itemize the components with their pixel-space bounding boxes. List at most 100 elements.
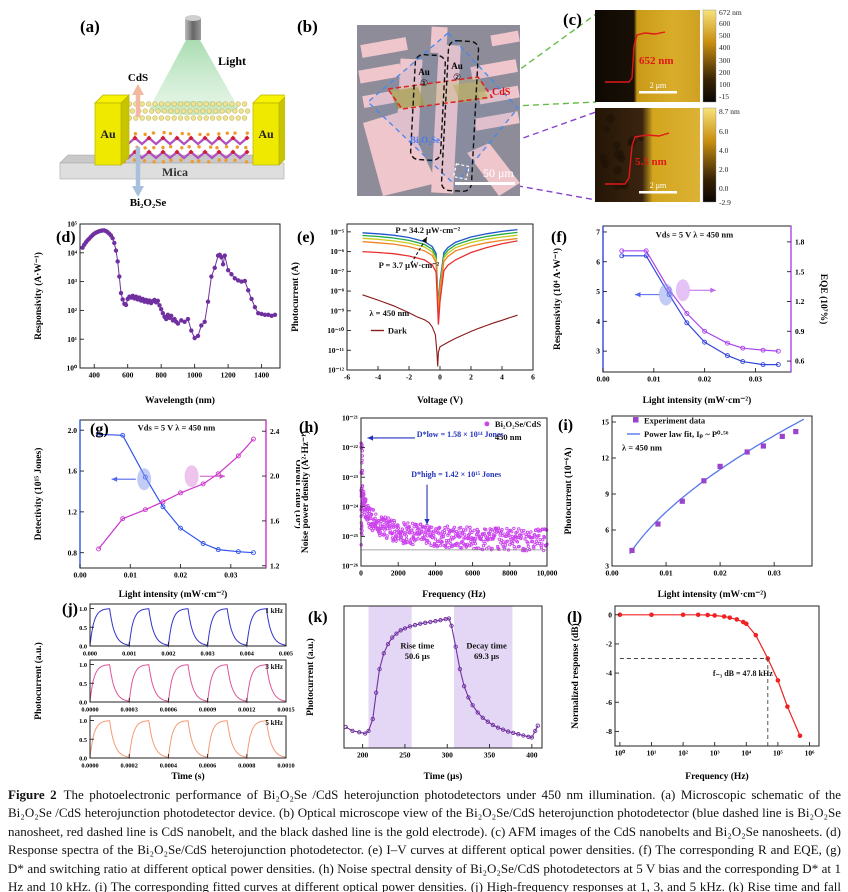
annotation-text: λ = 450 nm (369, 308, 409, 318)
y-tick-label: -6 (606, 698, 612, 707)
data-point (438, 526, 442, 530)
y2-tick-label: 2.4 (270, 427, 280, 436)
chart-k-svg: 200 250 300 350 400 Rise time 50.6 μs Decay tim… (305, 605, 543, 782)
data-point (360, 484, 365, 488)
data-point (383, 515, 387, 519)
data-point (472, 528, 476, 532)
data-point (377, 666, 382, 672)
cds-label: CdS (128, 72, 148, 84)
x-tick-label: 0.0003 (121, 707, 138, 714)
au-left-label: Au (100, 127, 116, 141)
au2-number: ② (453, 72, 461, 82)
series-rise-decay-trace (345, 617, 539, 739)
x-tick-label: 10³ (710, 749, 721, 758)
data-point (410, 521, 415, 526)
data-point (649, 612, 654, 618)
y-tick-label: 1.0 (79, 606, 87, 613)
data-point (239, 279, 244, 284)
data-point (391, 539, 395, 543)
height-profile-bottom (605, 132, 670, 185)
data-point (399, 535, 404, 540)
y-tick-label: 15 (602, 418, 610, 427)
bi2o2se-layers (118, 130, 250, 164)
data-point (447, 545, 451, 550)
data-point (643, 248, 649, 254)
mica-label: Mica (162, 165, 188, 179)
colorbar-top-ticks: 672 nm 600 500 400 300 200 100 -15 (719, 8, 742, 101)
y-tick-label: 3 (605, 562, 609, 571)
data-point (424, 541, 428, 545)
data-point (475, 710, 480, 715)
data-point (705, 612, 710, 618)
x-tick-label: 10⁰ (615, 749, 627, 758)
data-point (619, 248, 625, 254)
panel-c: (c) 652 nm 2 μm 672 nm 600 500 400 300 200 … (555, 2, 848, 215)
y-tick-label: 10⁻⁵ (330, 227, 344, 236)
y-axis-label: Responsivity (A·W⁻¹) (33, 252, 44, 340)
bi2o2se-label-b: Bi₂O₂Se (410, 135, 440, 145)
data-point (532, 546, 536, 550)
y-axis-label: Photocurrent (a.u.) (305, 638, 316, 716)
data-point (394, 539, 398, 543)
data-point (499, 541, 503, 545)
data-point (235, 549, 241, 555)
svg-text:300: 300 (719, 56, 731, 65)
plot-frame (343, 605, 543, 749)
series-bandwidth-response (619, 614, 801, 737)
x-tick-label: 0 (438, 373, 442, 382)
data-point (457, 666, 463, 672)
svg-text:8.7 nm: 8.7 nm (719, 107, 740, 116)
mica-front (59, 162, 285, 180)
panel-f: 0.00 0.01 0.02 0.03 3 4 5 6 7 0.6 0.9 1.2 1.5 1.8 Vds … (547, 212, 847, 413)
x-tick-label: 250 (399, 751, 411, 760)
y-tick-label: 10⁻²² (342, 443, 359, 452)
y-tick-label: 0.5 (79, 737, 87, 744)
data-point (252, 304, 258, 310)
data-point (519, 536, 523, 541)
data-point (398, 628, 403, 633)
plot-frame (611, 415, 813, 567)
data-point (364, 497, 368, 502)
au2-outline (440, 40, 480, 192)
data-point (400, 527, 405, 531)
data-point (435, 545, 439, 549)
data-point (459, 534, 463, 538)
data-point (458, 530, 462, 534)
data-point (444, 545, 448, 549)
bi2o2se-label: Bi₂O₂Se (130, 197, 167, 209)
y2-tick-label: 1.2 (270, 561, 280, 570)
series-eqe (621, 250, 779, 352)
plot-frame (614, 605, 820, 747)
data-point (373, 516, 377, 520)
x-tick-label: -4 (375, 373, 381, 382)
data-point (366, 728, 371, 734)
scalebar-label-bottom: 2 μm (650, 181, 667, 190)
y-tick-label: 10⁻¹² (328, 366, 345, 375)
panel-a: (a) Light Mica Au Au (10, 5, 288, 215)
data-point (655, 521, 661, 527)
series-pulse-5kHz (89, 720, 287, 760)
colorbar-top (702, 9, 717, 103)
data-point (470, 530, 474, 534)
data-point (702, 339, 708, 345)
data-point (412, 531, 417, 536)
data-point (540, 542, 544, 546)
data-point (433, 618, 438, 624)
data-point (487, 545, 491, 549)
data-point (793, 429, 799, 435)
annotation-text: Vds = 5 V λ = 450 nm (138, 422, 216, 432)
svg-text:672 nm: 672 nm (719, 8, 742, 17)
panel-c-label: (c) (563, 10, 582, 29)
data-point (374, 512, 378, 516)
svg-text:500: 500 (719, 31, 731, 40)
panel-l: 10⁰ 10¹ 10² 10³ 10⁴ 10⁵ 10⁶ 0 -2 -4 -6 -8 f₋₃ dB = 4… (565, 598, 848, 789)
data-point (418, 522, 423, 526)
annotation-text: 1 kHz (265, 607, 283, 615)
y2-tick-label: 2.0 (270, 472, 280, 481)
data-point (368, 506, 372, 511)
y-tick-label: 0.0 (79, 644, 87, 651)
panel-a-svg: (a) Light Mica Au Au (59, 15, 288, 209)
x-axis-label: Voltage (V) (417, 395, 463, 406)
data-point (474, 536, 478, 540)
x-axis-label: Time (μs) (424, 771, 463, 782)
